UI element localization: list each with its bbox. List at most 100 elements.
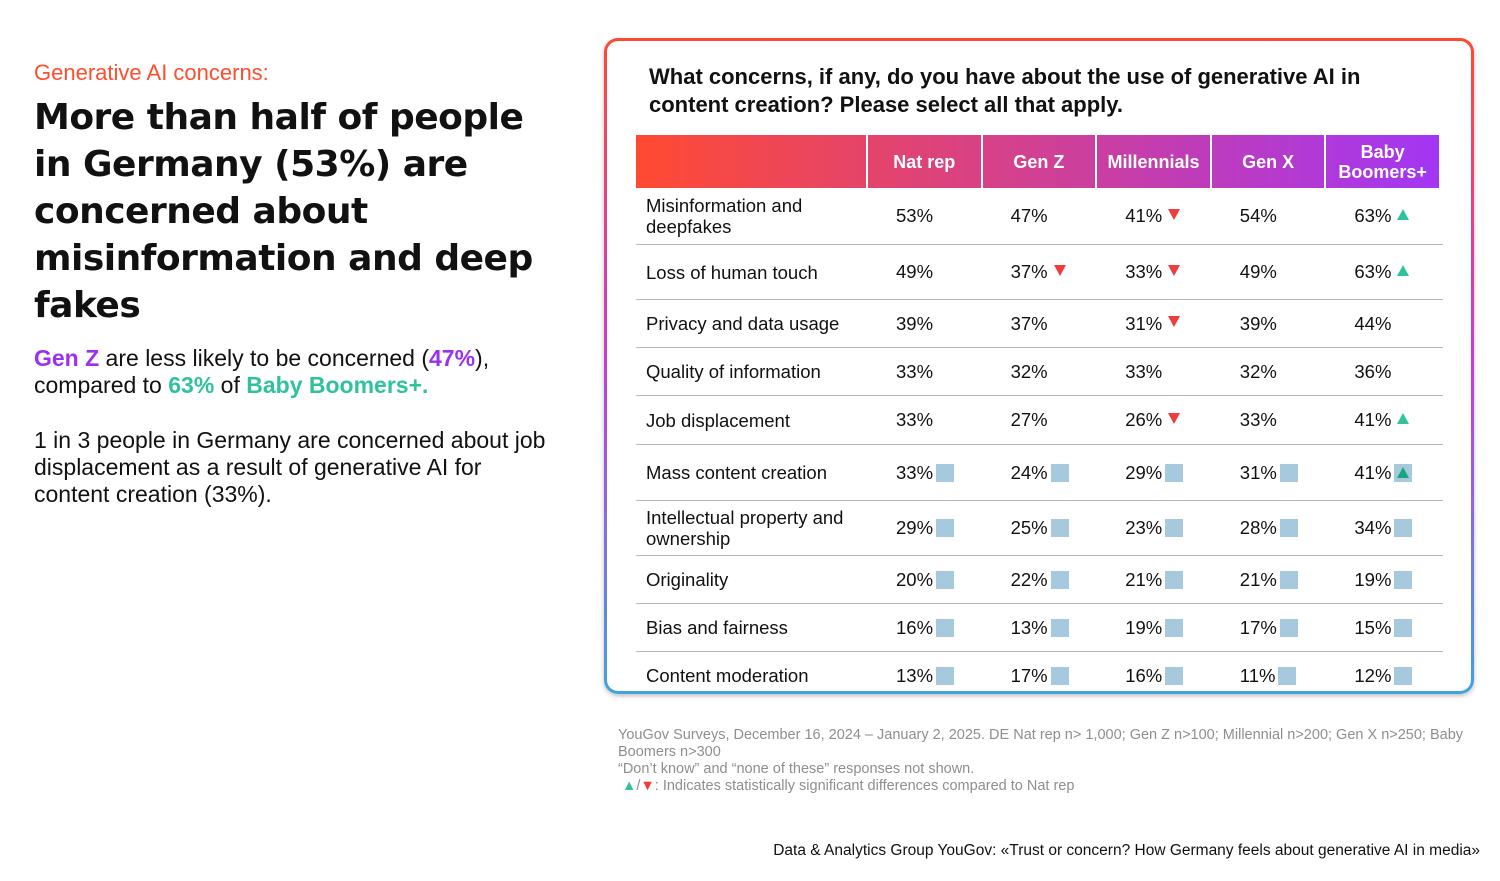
value-text: 47% [1010,205,1048,226]
value-text: 19% [1125,616,1163,638]
source-credit: Data & Analytics Group YouGov: «Trust or… [773,842,1480,859]
row-label: Bias and fairness [646,617,788,638]
table-row: Mass content creation 33% 24% 29% 31% 41% [636,445,1443,501]
value-cell: 49% [866,261,981,283]
value-text: 24% [1010,461,1048,483]
significant-lower-icon [1053,264,1066,276]
gen-z-value: 47% [429,345,476,371]
column-header: Millennials [1097,135,1210,188]
value-cell: 28% [1210,517,1325,539]
significant-lower-icon [1168,264,1181,276]
square-marker-icon [936,463,955,482]
value-cell: 27% [981,409,1096,431]
square-marker-icon [1050,618,1069,637]
value-text: 21% [1125,568,1163,590]
row-label: Quality of information [646,361,821,382]
value-text: 31% [1125,312,1163,334]
value-text: 31% [1239,461,1277,483]
row-label: Intellectual property and ownership [646,507,844,549]
value-text: 33% [1125,360,1163,382]
results-table: Nat rep Gen Z Millennials Gen X Baby Boomers… [636,135,1443,699]
value-text: 39% [1239,312,1277,334]
value-cell: 53% [866,205,981,227]
row-label: Originality [646,569,729,590]
table-body: Misinformation and deepfakes 53% 47% 41% 54%… [636,188,1443,699]
value-text: 12% [1354,664,1392,686]
square-marker-icon [1165,618,1184,637]
value-cell: 24% [981,462,1096,484]
square-marker-icon [1279,570,1298,589]
square-marker-icon [1050,666,1069,685]
value-cell: 25% [981,517,1096,539]
boomers-value: 63% [168,372,215,398]
table-row: Bias and fairness 16% 13% 19% 17% 15% [636,604,1443,652]
value-text: 25% [1010,517,1048,538]
value-cell: 19% [1324,569,1439,591]
footnote-sample: YouGov Surveys, December 16, 2024 – Janu… [618,727,1464,760]
column-header: Gen X [1211,135,1325,188]
square-marker-icon [936,570,955,589]
row-label: Privacy and data usage [646,313,840,334]
header-label-cell [636,135,866,188]
value-cell: 39% [866,313,981,335]
headline: More than half of people in Germany (53%… [34,97,533,326]
gen-z-highlight: Gen Z [34,345,100,371]
value-text: 33% [1125,261,1163,282]
row-label: Loss of human touch [646,261,818,283]
value-cell: 39% [1210,313,1325,335]
square-marker-icon [936,519,955,537]
value-cell: 20% [866,569,981,591]
column-header: Nat rep [868,135,981,188]
value-text: 36% [1354,360,1392,382]
para-text: ), compared to [34,345,490,398]
square-marker-icon [1165,463,1184,482]
value-cell: 54% [1210,205,1325,227]
value-text: 53% [896,205,934,226]
value-text: 27% [1010,409,1048,430]
gen-z-paragraph: Gen Z are less likely to be concerned (4… [34,345,554,399]
survey-question: What concerns, if any, do you have about… [649,64,1361,117]
significant-higher-icon [1397,412,1410,424]
square-marker-icon [1279,463,1298,482]
footnote-legend: ▲/▼: Indicates statistically significant… [618,778,1498,795]
table-header: Nat rep Gen Z Millennials Gen X Baby Boomers… [636,135,1443,188]
value-cell: 16% [1095,665,1210,687]
value-text: 19% [1354,568,1392,590]
significance-symbols: ▲/▼ [622,778,655,794]
significant-higher-icon [1397,264,1410,276]
value-text: 21% [1239,568,1277,590]
value-cell: 32% [1210,361,1325,383]
value-text: 63% [1354,205,1392,226]
value-text: 33% [896,461,934,483]
table-row: Intellectual property and ownership 29% 25… [636,501,1443,556]
square-higher-icon [1394,463,1413,482]
significant-lower-icon [1168,208,1181,220]
value-cell: 26% [1095,409,1210,431]
footnotes: YouGov Surveys, December 16, 2024 – Janu… [618,727,1498,795]
value-text: 29% [1125,461,1163,483]
value-cell: 12% [1324,665,1439,687]
value-text: 22% [1010,568,1048,590]
value-cell: 15% [1324,617,1439,639]
square-marker-icon [1279,519,1298,537]
value-cell: 34% [1324,517,1439,539]
footnote-exclusions: “Don’t know” and “none of these” respons… [618,761,975,777]
value-cell: 49% [1210,261,1325,283]
column-header: Baby Boomers+ [1326,135,1439,188]
value-text: 54% [1239,205,1277,226]
value-cell: 63% [1324,261,1439,283]
value-text: 16% [1125,664,1163,686]
square-marker-icon [1394,618,1413,637]
value-cell: 22% [981,569,1096,591]
value-cell: 33% [1210,409,1325,431]
table-row: Content moderation 13% 17% 16% 11% 12% [636,652,1443,699]
table-row: Job displacement 33% 27% 26% 33% 41% [636,396,1443,445]
para-text: of [214,372,247,398]
value-cell: 32% [981,361,1096,383]
column-header: Gen Z [982,135,1096,188]
square-marker-icon [1279,618,1298,637]
significant-lower-icon [1168,412,1181,424]
value-cell: 11% [1210,665,1325,687]
significant-lower-icon [1168,316,1181,327]
value-cell: 37% [981,313,1096,335]
